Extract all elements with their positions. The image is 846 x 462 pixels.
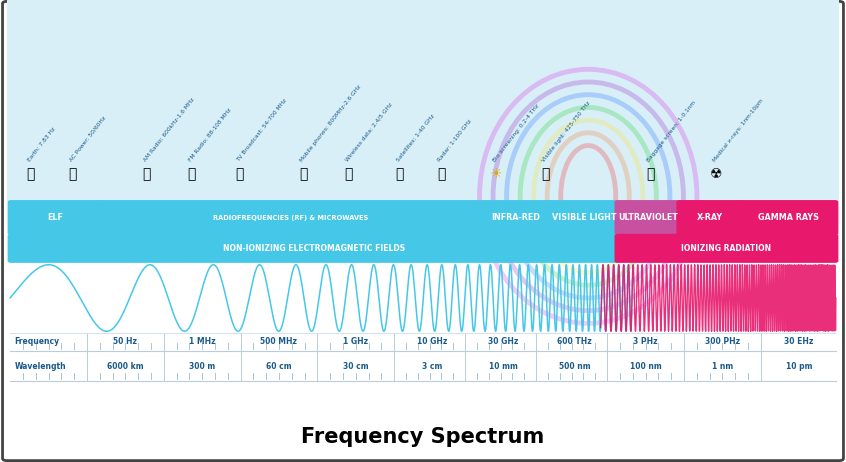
Text: 🕶: 🕶 bbox=[541, 167, 549, 181]
Text: 🗼: 🗼 bbox=[68, 167, 76, 181]
Text: 100 nm: 100 nm bbox=[629, 362, 662, 371]
Text: ELF: ELF bbox=[47, 213, 63, 222]
Text: NON-IONIZING ELECTROMAGNETIC FIELDS: NON-IONIZING ELECTROMAGNETIC FIELDS bbox=[222, 244, 404, 253]
Text: Frequency Spectrum: Frequency Spectrum bbox=[301, 426, 545, 447]
FancyBboxPatch shape bbox=[739, 200, 838, 235]
Text: RADIOFREQUENCIES (RF) & MICROWAVES: RADIOFREQUENCIES (RF) & MICROWAVES bbox=[213, 215, 369, 220]
Text: IONIZING RADIATION: IONIZING RADIATION bbox=[681, 244, 772, 253]
Text: 10 GHz: 10 GHz bbox=[417, 337, 448, 346]
Bar bbox=[7, 0, 839, 201]
Text: AM Radio: 600kHz-1.6 MHz: AM Radio: 600kHz-1.6 MHz bbox=[142, 97, 195, 163]
Text: 600 THz: 600 THz bbox=[558, 337, 592, 346]
Text: 📱: 📱 bbox=[235, 167, 244, 181]
Text: 30 EHz: 30 EHz bbox=[784, 337, 814, 346]
Text: 500 nm: 500 nm bbox=[558, 362, 591, 371]
Text: AC Power: 50/60Hz: AC Power: 50/60Hz bbox=[69, 116, 107, 163]
Text: TV Broadcast: 54-700 MHz: TV Broadcast: 54-700 MHz bbox=[236, 98, 288, 163]
Text: 50 Hz: 50 Hz bbox=[113, 337, 137, 346]
Text: Radar: 1-100 GHz: Radar: 1-100 GHz bbox=[437, 118, 473, 163]
Text: Wavelength: Wavelength bbox=[14, 362, 66, 371]
Text: 🗼: 🗼 bbox=[188, 167, 196, 181]
FancyBboxPatch shape bbox=[98, 200, 483, 235]
Text: 3 cm: 3 cm bbox=[422, 362, 442, 371]
Text: 300 m: 300 m bbox=[189, 362, 215, 371]
Text: ☢: ☢ bbox=[710, 167, 722, 181]
Text: Earth: 7.83 Hz: Earth: 7.83 Hz bbox=[27, 126, 57, 163]
Text: 🌐: 🌐 bbox=[26, 167, 35, 181]
Text: 📻: 📻 bbox=[142, 167, 151, 181]
Text: Visible light: 425-750 THz: Visible light: 425-750 THz bbox=[541, 100, 591, 163]
FancyBboxPatch shape bbox=[8, 200, 103, 235]
Text: 10 pm: 10 pm bbox=[786, 362, 812, 371]
Text: 🦴: 🦴 bbox=[645, 167, 654, 181]
Text: 30 GHz: 30 GHz bbox=[488, 337, 519, 346]
Text: X-RAY: X-RAY bbox=[697, 213, 723, 222]
Text: Frequency: Frequency bbox=[14, 337, 59, 346]
FancyBboxPatch shape bbox=[614, 234, 838, 263]
Text: INFRA-RED: INFRA-RED bbox=[492, 213, 541, 222]
Text: ULTRAVIOLET: ULTRAVIOLET bbox=[618, 213, 678, 222]
Text: 1 nm: 1 nm bbox=[711, 362, 733, 371]
Text: 300 PHz: 300 PHz bbox=[705, 337, 740, 346]
Text: Mobile phones: 800MHz-2.6 GHz: Mobile phones: 800MHz-2.6 GHz bbox=[299, 84, 363, 163]
Text: 60 cm: 60 cm bbox=[266, 362, 292, 371]
Text: GAMMA RAYS: GAMMA RAYS bbox=[758, 213, 819, 222]
Text: Baggage screen: 1-0.1nm: Baggage screen: 1-0.1nm bbox=[646, 99, 697, 163]
Text: 📶: 📶 bbox=[299, 167, 307, 181]
Text: Wireless data: 2.4/5 GHz: Wireless data: 2.4/5 GHz bbox=[345, 102, 393, 163]
Text: 500 MHz: 500 MHz bbox=[261, 337, 298, 346]
Text: 1 GHz: 1 GHz bbox=[343, 337, 368, 346]
Bar bbox=[7, 333, 839, 458]
Text: 6000 km: 6000 km bbox=[107, 362, 144, 371]
FancyBboxPatch shape bbox=[548, 200, 619, 235]
FancyBboxPatch shape bbox=[8, 234, 619, 263]
Text: Satellites: 1-40 GHz: Satellites: 1-40 GHz bbox=[396, 113, 436, 163]
Text: 3 PHz: 3 PHz bbox=[633, 337, 658, 346]
FancyBboxPatch shape bbox=[3, 1, 843, 461]
Text: 10 mm: 10 mm bbox=[489, 362, 518, 371]
Text: 30 cm: 30 cm bbox=[343, 362, 369, 371]
FancyBboxPatch shape bbox=[677, 200, 744, 235]
Text: FM Radio: 88-108 MHz: FM Radio: 88-108 MHz bbox=[188, 107, 233, 163]
FancyBboxPatch shape bbox=[478, 200, 553, 235]
Text: ☀: ☀ bbox=[490, 167, 502, 181]
Text: 1 MHz: 1 MHz bbox=[189, 337, 216, 346]
Text: 🌡: 🌡 bbox=[437, 167, 445, 181]
Text: Bio screening: 0.2-4 THz: Bio screening: 0.2-4 THz bbox=[492, 103, 540, 163]
FancyBboxPatch shape bbox=[614, 200, 682, 235]
Text: VISIBLE LIGHT: VISIBLE LIGHT bbox=[552, 213, 616, 222]
Text: 📡: 📡 bbox=[396, 167, 404, 181]
Text: Medical x-rays: 1nm-10pm: Medical x-rays: 1nm-10pm bbox=[712, 97, 765, 163]
Text: 📡: 📡 bbox=[344, 167, 353, 181]
